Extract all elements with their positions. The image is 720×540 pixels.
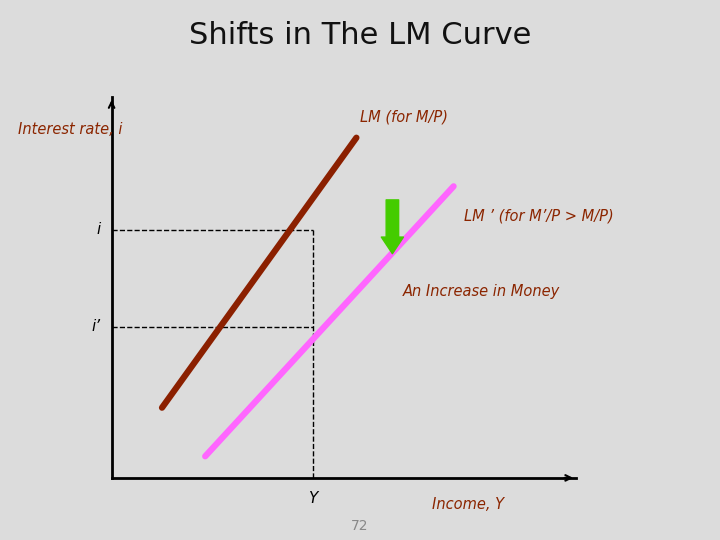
Text: Shifts in The LM Curve: Shifts in The LM Curve — [189, 21, 531, 50]
Text: 72: 72 — [351, 519, 369, 534]
Text: LM ’ (for M’/P > M/P): LM ’ (for M’/P > M/P) — [464, 208, 614, 224]
Text: Interest rate, i: Interest rate, i — [18, 122, 122, 137]
Text: i: i — [96, 222, 101, 237]
Text: Y: Y — [308, 491, 318, 507]
Text: An Increase in Money: An Increase in Money — [403, 284, 560, 299]
Text: i’: i’ — [91, 319, 101, 334]
FancyArrowPatch shape — [382, 200, 403, 254]
Text: Income, Y: Income, Y — [432, 497, 504, 512]
Text: LM (for M/P): LM (for M/P) — [360, 109, 448, 124]
